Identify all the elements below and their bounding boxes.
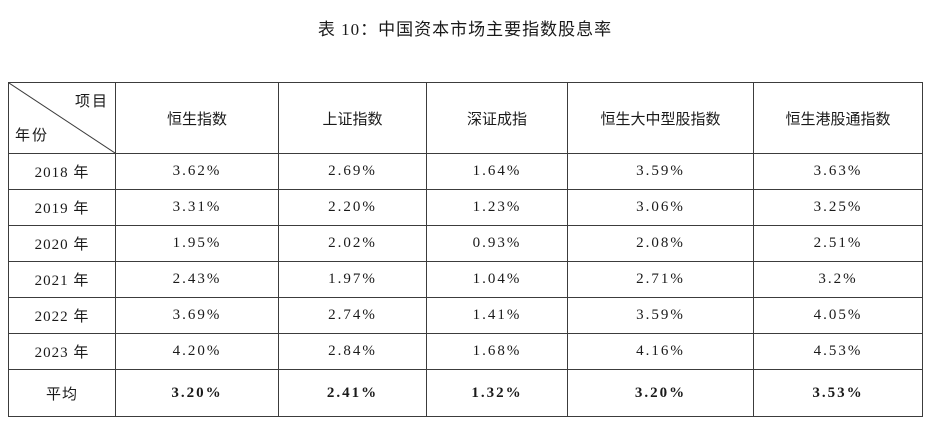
cell-value: 2.71% bbox=[567, 261, 754, 298]
cell-value: 1.95% bbox=[115, 225, 279, 262]
column-header-shangzheng: 上证指数 bbox=[278, 82, 427, 154]
cell-value: 1.23% bbox=[426, 189, 568, 226]
cell-value: 3.25% bbox=[753, 189, 923, 226]
cell-value: 2.84% bbox=[278, 333, 427, 370]
cell-value: 3.62% bbox=[115, 153, 279, 190]
cell-value: 3.69% bbox=[115, 297, 279, 334]
table-row-2018: 2018 年 3.62% 2.69% 1.64% 3.59% 3.63% bbox=[8, 153, 923, 190]
cell-value: 1.04% bbox=[426, 261, 568, 298]
corner-header-cell: 项目 年份 bbox=[8, 82, 116, 154]
column-header-hs-stockconnect: 恒生港股通指数 bbox=[753, 82, 923, 154]
cell-value: 2.69% bbox=[278, 153, 427, 190]
row-label: 2023 年 bbox=[8, 333, 116, 370]
dividend-yield-table: 项目 年份 恒生指数 上证指数 深证成指 恒生大中型股指数 恒生港股通指数 20… bbox=[8, 82, 923, 417]
table-row-2022: 2022 年 3.69% 2.74% 1.41% 3.59% 4.05% bbox=[8, 297, 923, 334]
cell-value: 3.20% bbox=[567, 369, 754, 417]
cell-value: 4.05% bbox=[753, 297, 923, 334]
cell-value: 1.68% bbox=[426, 333, 568, 370]
cell-value: 3.63% bbox=[753, 153, 923, 190]
row-label: 2018 年 bbox=[8, 153, 116, 190]
cell-value: 4.53% bbox=[753, 333, 923, 370]
cell-value: 2.08% bbox=[567, 225, 754, 262]
cell-value: 3.59% bbox=[567, 297, 754, 334]
cell-value: 3.20% bbox=[115, 369, 279, 417]
cell-value: 3.53% bbox=[753, 369, 923, 417]
cell-value: 0.93% bbox=[426, 225, 568, 262]
cell-value: 1.41% bbox=[426, 297, 568, 334]
row-label: 2022 年 bbox=[8, 297, 116, 334]
column-header-hs-midlarge: 恒生大中型股指数 bbox=[567, 82, 754, 154]
row-label: 2019 年 bbox=[8, 189, 116, 226]
table-row-2023: 2023 年 4.20% 2.84% 1.68% 4.16% 4.53% bbox=[8, 333, 923, 370]
column-header-hengsheng: 恒生指数 bbox=[115, 82, 279, 154]
row-label: 2021 年 bbox=[8, 261, 116, 298]
row-label: 平均 bbox=[8, 369, 116, 417]
cell-value: 4.16% bbox=[567, 333, 754, 370]
cell-value: 2.43% bbox=[115, 261, 279, 298]
cell-value: 2.02% bbox=[278, 225, 427, 262]
cell-value: 3.06% bbox=[567, 189, 754, 226]
cell-value: 1.32% bbox=[426, 369, 568, 417]
cell-value: 3.59% bbox=[567, 153, 754, 190]
cell-value: 1.64% bbox=[426, 153, 568, 190]
cell-value: 2.20% bbox=[278, 189, 427, 226]
table-row-2019: 2019 年 3.31% 2.20% 1.23% 3.06% 3.25% bbox=[8, 189, 923, 226]
cell-value: 2.51% bbox=[753, 225, 923, 262]
summary-row-average: 平均 3.20% 2.41% 1.32% 3.20% 3.53% bbox=[8, 369, 923, 417]
corner-label-year: 年份 bbox=[15, 128, 50, 144]
cell-value: 1.97% bbox=[278, 261, 427, 298]
cell-value: 3.2% bbox=[753, 261, 923, 298]
row-label: 2020 年 bbox=[8, 225, 116, 262]
cell-value: 3.31% bbox=[115, 189, 279, 226]
corner-label-item: 项目 bbox=[74, 94, 109, 110]
column-header-shenzheng: 深证成指 bbox=[426, 82, 568, 154]
diagonal-divider-line bbox=[9, 83, 115, 153]
table-title: 表 10：中国资本市场主要指数股息率 bbox=[317, 20, 613, 39]
cell-value: 4.20% bbox=[115, 333, 279, 370]
cell-value: 2.41% bbox=[278, 369, 427, 417]
cell-value: 2.74% bbox=[278, 297, 427, 334]
table-header-row: 项目 年份 恒生指数 上证指数 深证成指 恒生大中型股指数 恒生港股通指数 bbox=[8, 82, 923, 154]
table-row-2021: 2021 年 2.43% 1.97% 1.04% 2.71% 3.2% bbox=[8, 261, 923, 298]
table-row-2020: 2020 年 1.95% 2.02% 0.93% 2.08% 2.51% bbox=[8, 225, 923, 262]
